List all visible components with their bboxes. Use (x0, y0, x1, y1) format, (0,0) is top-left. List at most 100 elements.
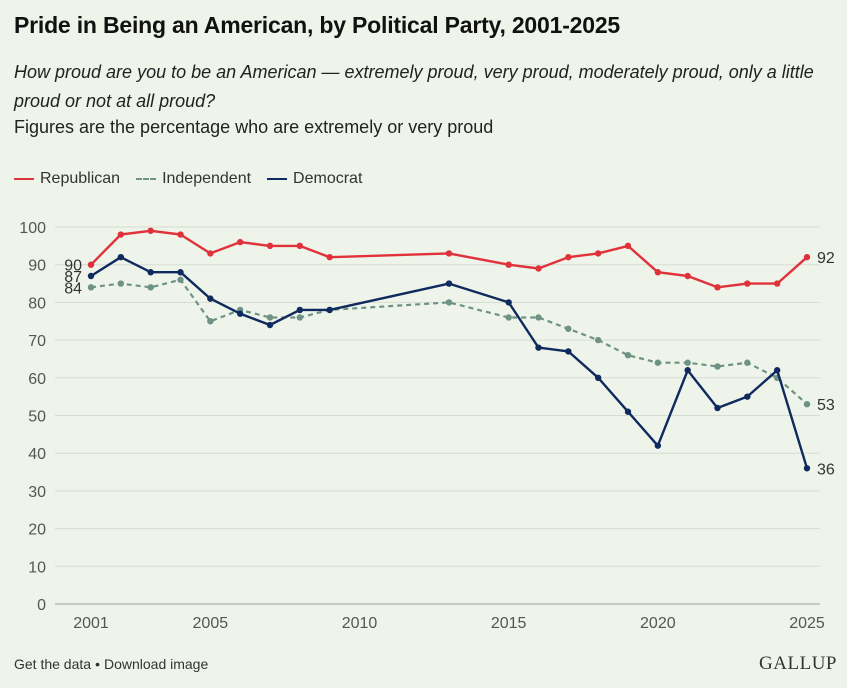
point-independent-2022 (714, 363, 721, 370)
legend-label-democrat: Democrat (293, 170, 363, 187)
x-tick-label-2015: 2015 (491, 615, 527, 632)
point-independent-2018 (594, 336, 602, 344)
point-democrat-2024 (773, 367, 781, 374)
series-line-democrat (90, 256, 809, 469)
point-republican-2024 (773, 280, 781, 287)
point-republican-2007 (266, 242, 274, 250)
point-democrat-2022 (714, 404, 721, 412)
point-republican-2002 (117, 231, 125, 238)
point-republican-2022 (714, 284, 721, 291)
survey-question: How proud are you to be an American — ex… (14, 62, 814, 111)
point-independent-2021 (684, 359, 691, 366)
point-democrat-2007 (266, 321, 274, 329)
point-democrat-2015 (505, 299, 512, 306)
point-democrat-2006 (236, 310, 244, 317)
y-tick-label-10: 10 (28, 559, 46, 576)
point-republican-2005 (207, 250, 214, 257)
x-tick-label-2001: 2001 (73, 615, 109, 632)
point-democrat-2002 (117, 253, 125, 261)
x-tick-label-2005: 2005 (193, 615, 229, 632)
legend-swatch-independent (136, 178, 157, 180)
point-independent-2007 (266, 314, 274, 321)
point-independent-2017 (565, 325, 572, 332)
get-data-link[interactable]: Get the data (14, 656, 92, 672)
point-independent-2008 (296, 314, 304, 321)
point-independent-2019 (624, 351, 632, 359)
point-independent-2015 (505, 314, 512, 321)
point-independent-2002 (117, 280, 125, 287)
point-republican-2008 (296, 242, 304, 250)
point-democrat-2003 (147, 269, 154, 276)
point-democrat-2017 (565, 348, 572, 355)
point-republican-2020 (654, 269, 662, 276)
point-democrat-2004 (177, 269, 184, 276)
point-independent-2005 (207, 318, 214, 325)
legend-swatch-democrat (267, 178, 288, 180)
y-tick-label-90: 90 (28, 258, 46, 275)
legend-label-republican: Republican (40, 170, 121, 187)
footer-links: Get the data • Download image (14, 656, 208, 672)
point-independent-2003 (147, 284, 154, 291)
point-republican-2015 (505, 261, 512, 268)
y-tick-label-20: 20 (28, 522, 46, 539)
point-independent-2001 (87, 284, 95, 291)
point-republican-2013 (445, 250, 453, 257)
point-independent-2025 (803, 400, 811, 408)
point-independent-2004 (177, 276, 184, 283)
point-republican-2017 (565, 253, 572, 261)
legend-item-independent: Independent (136, 170, 251, 188)
point-democrat-2018 (594, 374, 602, 381)
y-tick-label-60: 60 (28, 371, 46, 388)
point-independent-2013 (445, 299, 453, 306)
x-tick-label-2025: 2025 (789, 615, 825, 632)
y-tick-label-50: 50 (28, 409, 46, 426)
point-democrat-2005 (207, 295, 214, 302)
legend-item-democrat: Democrat (267, 170, 362, 188)
point-democrat-2021 (684, 367, 691, 374)
gallup-logo: GALLUP (759, 653, 837, 674)
point-democrat-2013 (445, 280, 453, 287)
point-democrat-2016 (535, 344, 542, 351)
point-republican-2018 (594, 250, 602, 257)
end-label-independent: 53 (817, 397, 835, 414)
point-independent-2020 (654, 359, 662, 366)
end-label-democrat: 36 (817, 461, 835, 478)
point-republican-2025 (803, 253, 811, 261)
legend-swatch-republican (14, 178, 34, 180)
end-label-republican: 92 (817, 250, 835, 267)
y-tick-label-80: 80 (28, 295, 46, 312)
point-republican-2006 (236, 238, 244, 246)
start-label-independent: 84 (64, 280, 82, 297)
point-democrat-2020 (654, 442, 662, 449)
y-tick-label-70: 70 (28, 333, 46, 350)
download-image-link[interactable]: Download image (103, 656, 209, 672)
point-democrat-2019 (624, 408, 632, 415)
footer-separator: • (95, 656, 100, 672)
point-democrat-2023 (744, 393, 751, 400)
x-tick-label-2020: 2020 (640, 615, 676, 632)
point-republican-2019 (624, 242, 632, 250)
point-democrat-2009 (326, 306, 333, 314)
y-tick-label-100: 100 (19, 220, 46, 237)
start-label-republican: 90 (64, 258, 82, 275)
start-label-democrat: 87 (64, 269, 82, 286)
chart-note: Figures are the percentage who are extre… (14, 117, 494, 137)
point-independent-2023 (744, 359, 751, 366)
point-republican-2003 (147, 227, 154, 234)
chart-title: Pride in Being an American, by Political… (14, 12, 621, 38)
y-tick-label-40: 40 (28, 446, 46, 463)
series-line-republican (90, 229, 808, 289)
point-independent-2016 (535, 314, 542, 321)
x-tick-label-2010: 2010 (342, 615, 378, 632)
point-republican-2009 (326, 253, 333, 261)
legend-item-republican: Republican (14, 170, 120, 188)
chart-legend: Republican Independent Democrat (14, 170, 362, 188)
point-republican-2016 (535, 265, 542, 272)
point-democrat-2025 (803, 465, 811, 472)
legend-label-independent: Independent (162, 170, 252, 187)
point-republican-2004 (177, 231, 184, 238)
point-republican-2021 (684, 272, 691, 280)
point-republican-2001 (87, 261, 95, 268)
y-tick-label-0: 0 (37, 597, 46, 614)
